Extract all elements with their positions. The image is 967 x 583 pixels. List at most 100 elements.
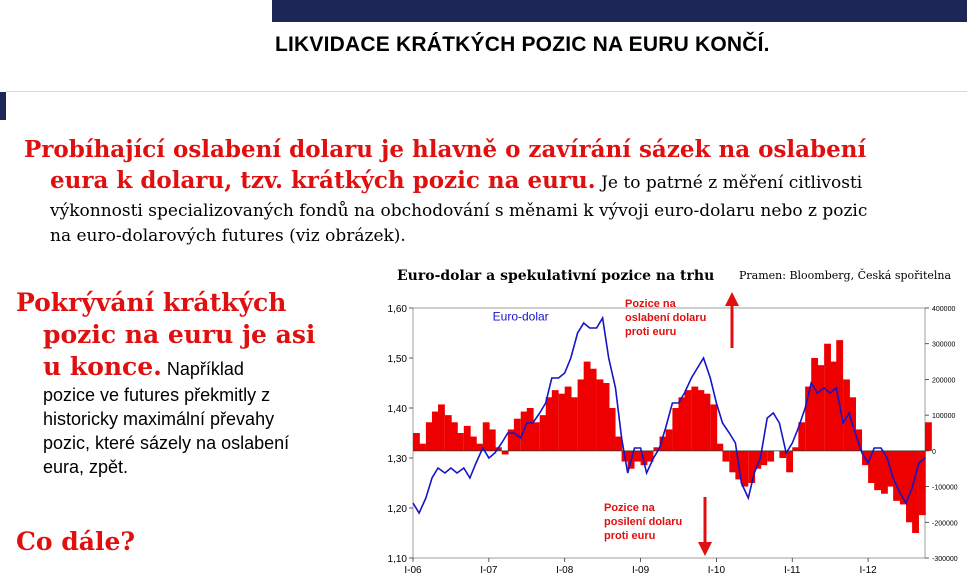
x-axis-label: I-11	[784, 565, 801, 576]
position-bar	[678, 397, 686, 451]
position-bar	[659, 436, 667, 451]
headline-block: Probíhající oslabení dolaru je hlavně o …	[24, 134, 964, 249]
position-bar	[488, 429, 496, 451]
annotation-down-text: Pozice na	[604, 502, 656, 514]
position-bar	[792, 447, 800, 451]
left-heading-1: Pokrývání krátkých	[16, 288, 287, 317]
position-bar	[836, 340, 844, 451]
right-axis-label: 200000	[932, 377, 955, 384]
position-bar	[843, 379, 850, 451]
annotation-up-arrowhead	[725, 292, 739, 306]
x-axis-label: I-10	[708, 565, 726, 576]
position-bar	[684, 390, 692, 451]
position-bar	[672, 408, 680, 451]
top-banner	[272, 0, 967, 22]
position-bar	[798, 422, 806, 451]
chart-source: Pramen: Bloomberg, Česká spořitelna	[739, 269, 952, 282]
position-bar	[608, 408, 616, 451]
position-bar	[741, 450, 749, 487]
position-bar	[767, 450, 775, 462]
position-bar	[722, 450, 730, 462]
position-bar	[583, 361, 591, 451]
position-bar	[615, 436, 623, 451]
position-bar	[691, 386, 699, 451]
x-axis-label: I-09	[632, 565, 650, 576]
position-bar	[906, 450, 913, 523]
position-bar	[413, 433, 420, 451]
position-bar	[868, 450, 875, 483]
x-axis-label: I-07	[480, 565, 498, 576]
header-divider	[6, 91, 967, 92]
right-axis-label: 100000	[932, 413, 955, 420]
position-bar	[697, 390, 705, 451]
position-bar	[811, 358, 819, 451]
right-axis-label: 300000	[932, 342, 955, 349]
position-bar	[703, 393, 711, 451]
position-bar	[456, 433, 464, 451]
position-bar	[824, 343, 831, 451]
position-bar	[786, 450, 794, 473]
position-bar	[551, 390, 559, 451]
position-bar	[475, 443, 483, 451]
position-bar	[925, 422, 932, 451]
position-bar	[716, 443, 724, 451]
annotation-down-text: proti euru	[604, 530, 655, 542]
position-bar	[539, 415, 547, 451]
position-bar	[893, 450, 900, 501]
position-bar	[532, 422, 540, 451]
position-bar	[450, 422, 458, 451]
headline-body-inline: Je to patrné z měření citlivosti	[595, 173, 863, 193]
position-bar	[425, 422, 433, 451]
position-bar	[729, 450, 737, 473]
x-axis-label: I-06	[404, 565, 422, 576]
position-bar	[596, 379, 604, 451]
headline-line1: Probíhající oslabení dolaru je hlavně o …	[24, 136, 867, 163]
position-bar	[469, 436, 477, 451]
x-axis-label: I-12	[859, 565, 877, 576]
position-bar	[438, 404, 445, 451]
position-bar	[431, 411, 439, 451]
position-bar	[899, 450, 907, 505]
position-bar	[444, 415, 452, 451]
headline-lead2: eura k dolaru, tzv. krátkých pozic na eu…	[50, 167, 596, 194]
chart-title: Euro-dolar a spekulativní pozice na trhu	[397, 268, 715, 284]
left-body-4: pozic, které sázely na oslabení	[43, 433, 290, 453]
left-body-1: Například	[161, 359, 244, 379]
left-axis-label: 1,20	[388, 504, 408, 515]
position-bar	[748, 450, 756, 483]
annotation-up-text: oslabení dolaru	[625, 312, 706, 324]
annotation-down-text: posilení dolaru	[604, 516, 682, 528]
position-bar	[507, 429, 515, 451]
side-marker	[0, 92, 6, 120]
position-bar	[817, 365, 825, 451]
annotation-up-text: Pozice na	[625, 298, 677, 310]
left-heading-3-line: u konce. Například	[16, 351, 356, 383]
series-label-euro-dollar: Euro-dolar	[493, 310, 549, 324]
annotation-down-arrowhead	[698, 542, 712, 556]
left-heading-3: u konce.	[43, 352, 162, 381]
next-heading: Co dále?	[16, 527, 136, 556]
position-bar	[640, 450, 648, 466]
right-axis-label: 400000	[932, 306, 955, 313]
right-axis-label: -300000	[932, 556, 958, 563]
position-bar	[912, 450, 919, 533]
position-bar	[482, 422, 490, 451]
position-bar	[779, 450, 787, 458]
euro-dollar-line	[412, 315, 926, 515]
position-bar	[463, 425, 471, 451]
euro-dollar-chart: Euro-dolar 1,60 1,50 1,40 1,30 1,20 1,10 400000…	[388, 292, 958, 576]
position-bar	[653, 447, 661, 451]
position-bar	[665, 429, 673, 451]
position-bar	[830, 361, 838, 451]
position-bar	[558, 393, 566, 451]
left-body-5: eura, zpět.	[43, 457, 129, 477]
position-bar	[634, 450, 642, 462]
position-bar	[501, 450, 509, 455]
position-bar	[602, 383, 610, 451]
left-axis-label: 1,60	[388, 304, 408, 315]
position-bar	[646, 450, 654, 462]
position-bar	[419, 443, 426, 451]
position-bar	[577, 379, 585, 451]
position-bar	[545, 397, 553, 451]
left-body-2: pozice ve futures překmitly z	[43, 385, 271, 405]
